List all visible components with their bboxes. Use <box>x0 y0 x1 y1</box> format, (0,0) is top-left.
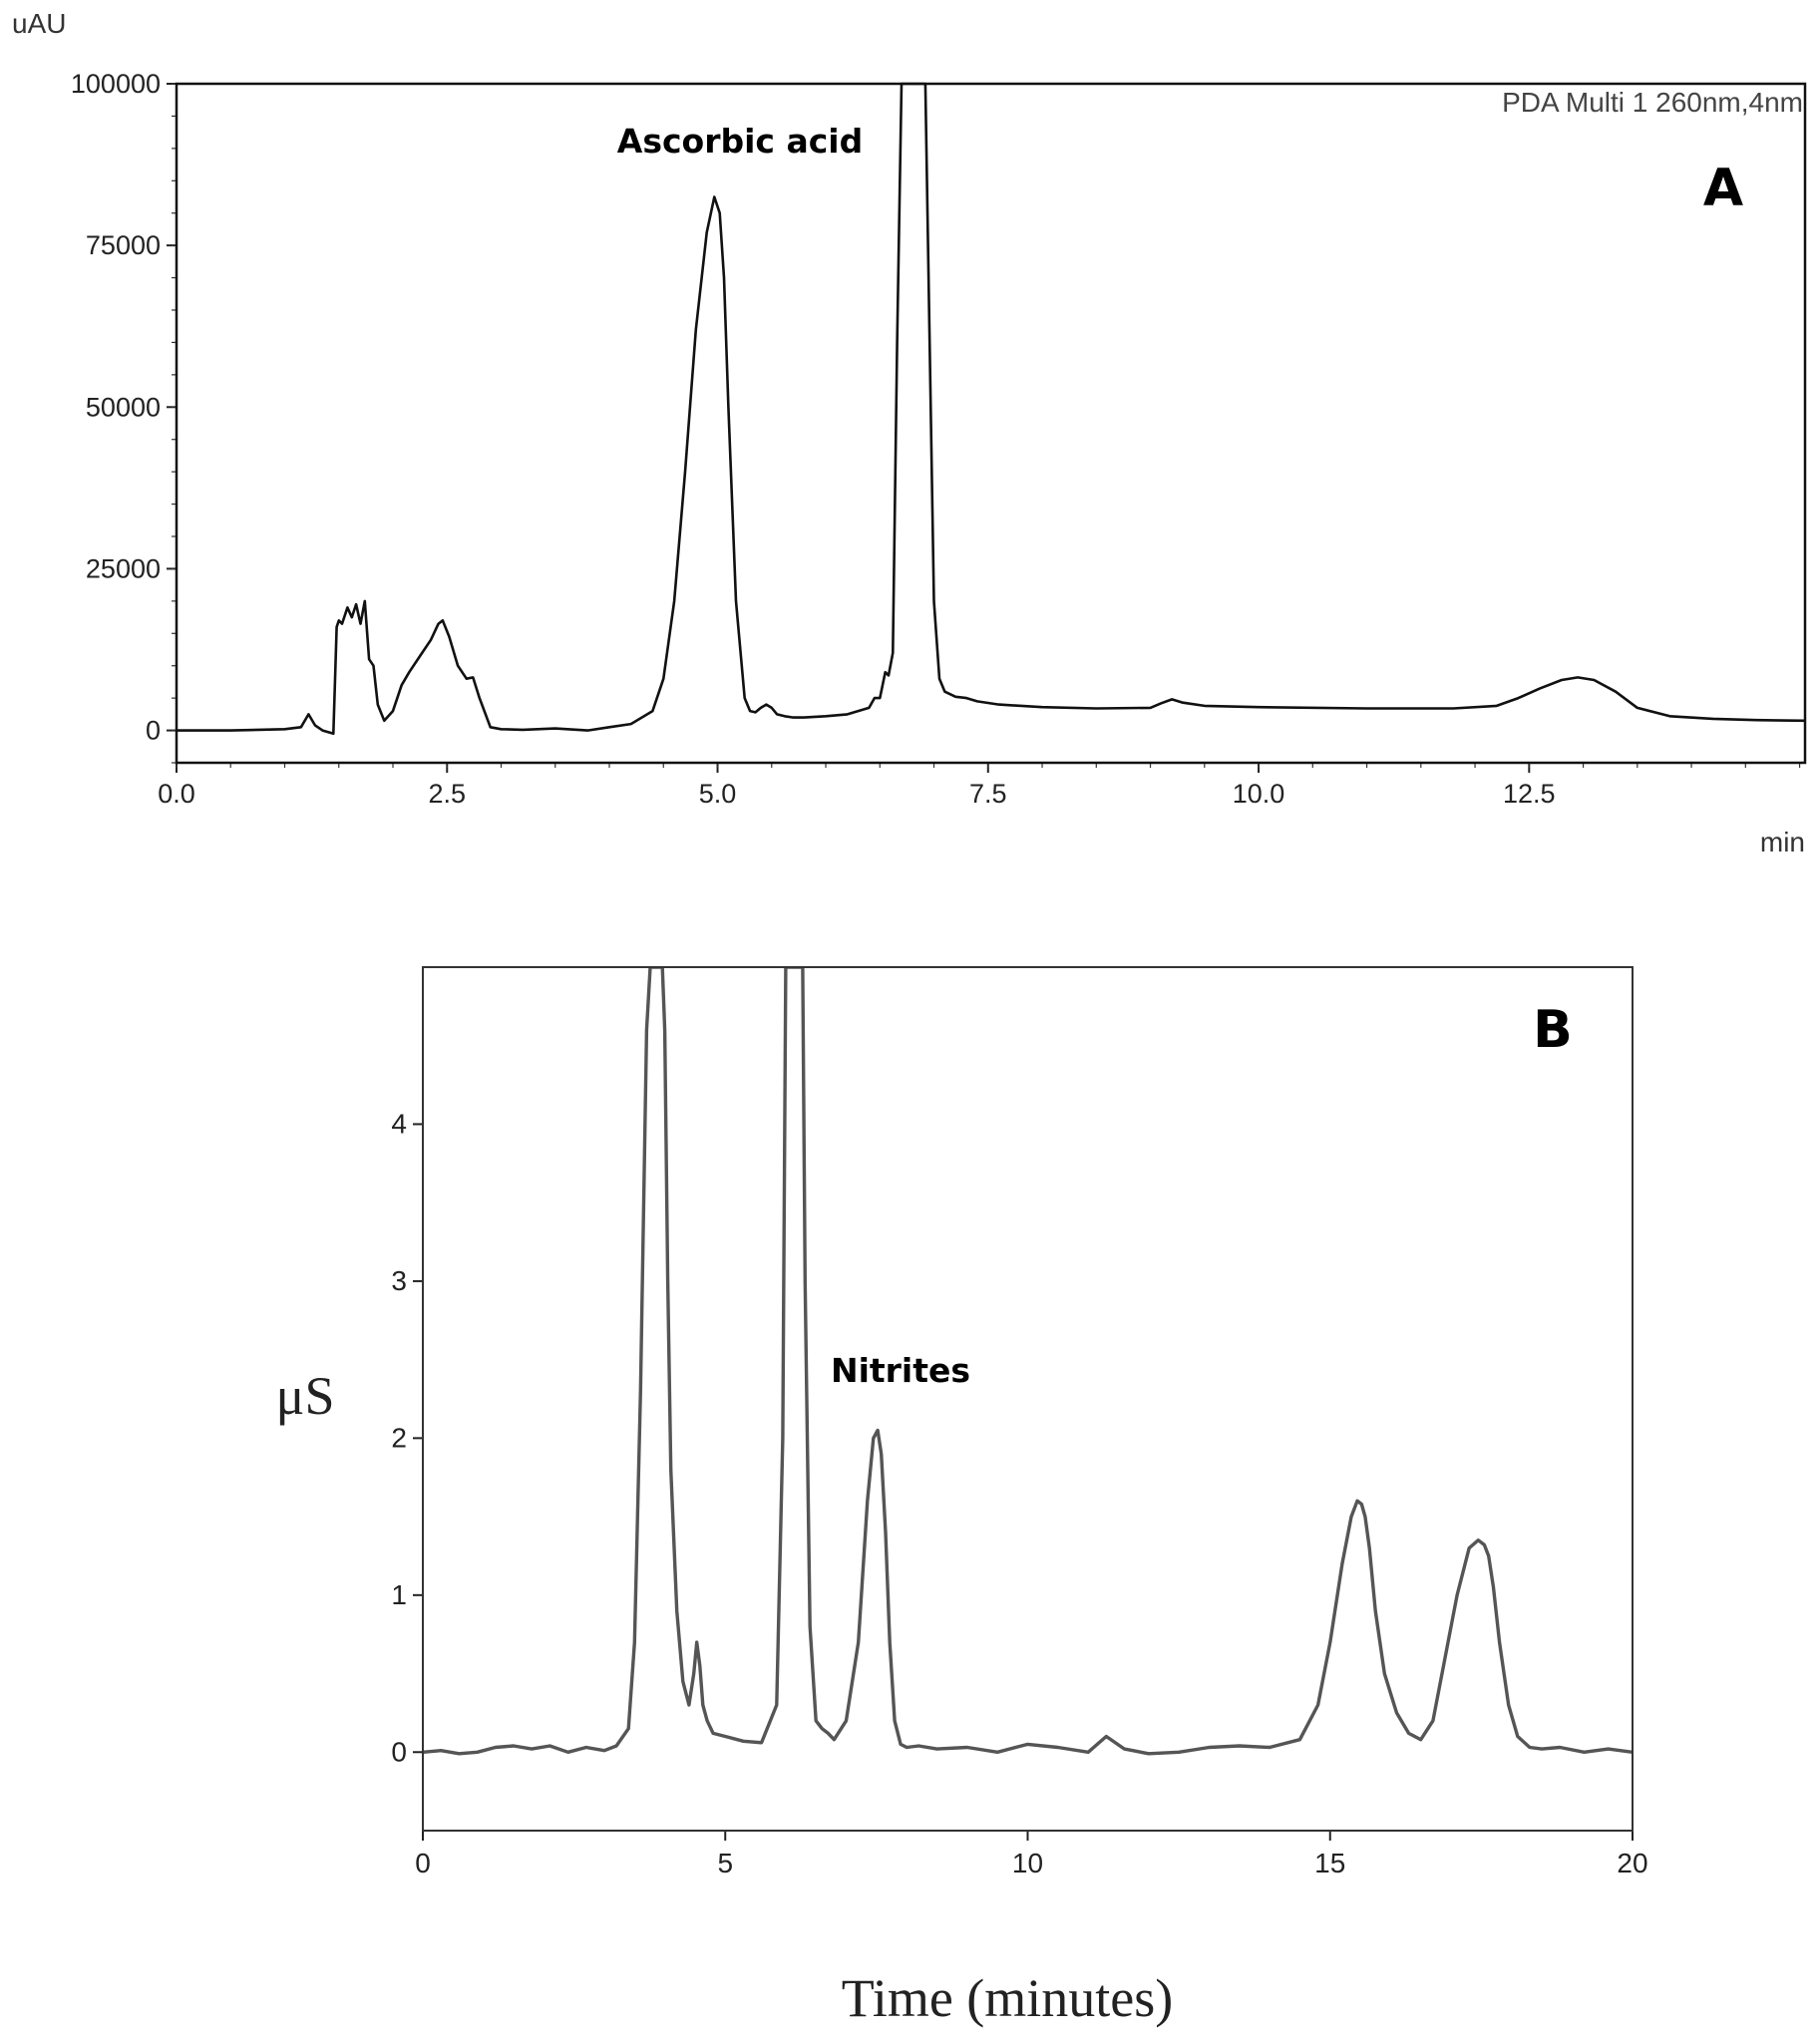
chart-a-detector-note: PDA Multi 1 260nm,4nm <box>1502 87 1803 118</box>
chart-a: uAU 0 25000 50000 75000 100000 0.0 2.5 5.0 7.5 1… <box>12 8 1807 857</box>
chart-b-y-tick-label: 4 <box>391 1108 407 1139</box>
chart-a-y-tick-label: 100000 <box>71 69 161 99</box>
chart-b-y-tick-label: 2 <box>391 1422 407 1453</box>
chart-b-y-axis-label: μS <box>276 1366 335 1426</box>
chart-b-x-tick-label: 15 <box>1314 1848 1345 1878</box>
chart-a-x-tick-label: 5.0 <box>699 779 737 809</box>
chart-b-y-ticks: 0 1 2 3 4 <box>391 1108 423 1767</box>
chart-b-x-tick-label: 0 <box>415 1848 431 1878</box>
chart-a-x-ticks: 0.0 2.5 5.0 7.5 10.0 12.5 <box>158 763 1801 809</box>
chart-a-x-unit: min <box>1760 827 1805 857</box>
chart-b-plot-frame <box>422 966 1634 1832</box>
chart-a-x-tick-label: 12.5 <box>1503 779 1556 809</box>
chart-b: 0 1 2 3 4 0 5 10 15 20 B Nitrites μS Time (minut… <box>276 966 1648 2028</box>
chart-a-x-tick-label: 7.5 <box>969 779 1007 809</box>
chart-b-y-tick-label: 0 <box>391 1736 407 1767</box>
chart-a-series-line <box>177 82 1806 736</box>
chart-a-y-tick-label: 50000 <box>86 392 161 422</box>
chart-b-x-tick-label: 10 <box>1012 1848 1043 1878</box>
chart-b-series-line <box>423 967 1633 1756</box>
chart-a-y-tick-label: 25000 <box>86 553 161 583</box>
chart-a-y-tick-label: 75000 <box>86 230 161 260</box>
chart-b-panel-label: B <box>1533 1000 1573 1060</box>
chart-a-x-tick-label: 10.0 <box>1233 779 1285 809</box>
chart-a-y-ticks: 0 25000 50000 75000 100000 <box>71 69 177 764</box>
chart-b-annotation-nitrites: Nitrites <box>831 1351 970 1390</box>
chart-b-y-tick-label: 1 <box>391 1579 407 1610</box>
chart-b-x-tick-label: 5 <box>717 1848 733 1878</box>
chart-a-annotation-ascorbic-acid: Ascorbic acid <box>617 122 863 161</box>
chart-b-x-ticks: 0 5 10 15 20 <box>415 1831 1648 1878</box>
chart-a-y-unit: uAU <box>12 8 66 39</box>
chart-a-x-tick-label: 0.0 <box>158 779 195 809</box>
chart-b-y-tick-label: 3 <box>391 1265 407 1296</box>
chart-b-x-axis-label: Time (minutes) <box>842 1968 1174 2028</box>
chart-a-plot-frame <box>175 82 1807 765</box>
chart-a-x-tick-label: 2.5 <box>428 779 466 809</box>
chart-b-x-tick-label: 20 <box>1617 1848 1647 1878</box>
chart-a-panel-label: A <box>1703 159 1743 218</box>
chart-a-y-tick-label: 0 <box>146 716 161 746</box>
